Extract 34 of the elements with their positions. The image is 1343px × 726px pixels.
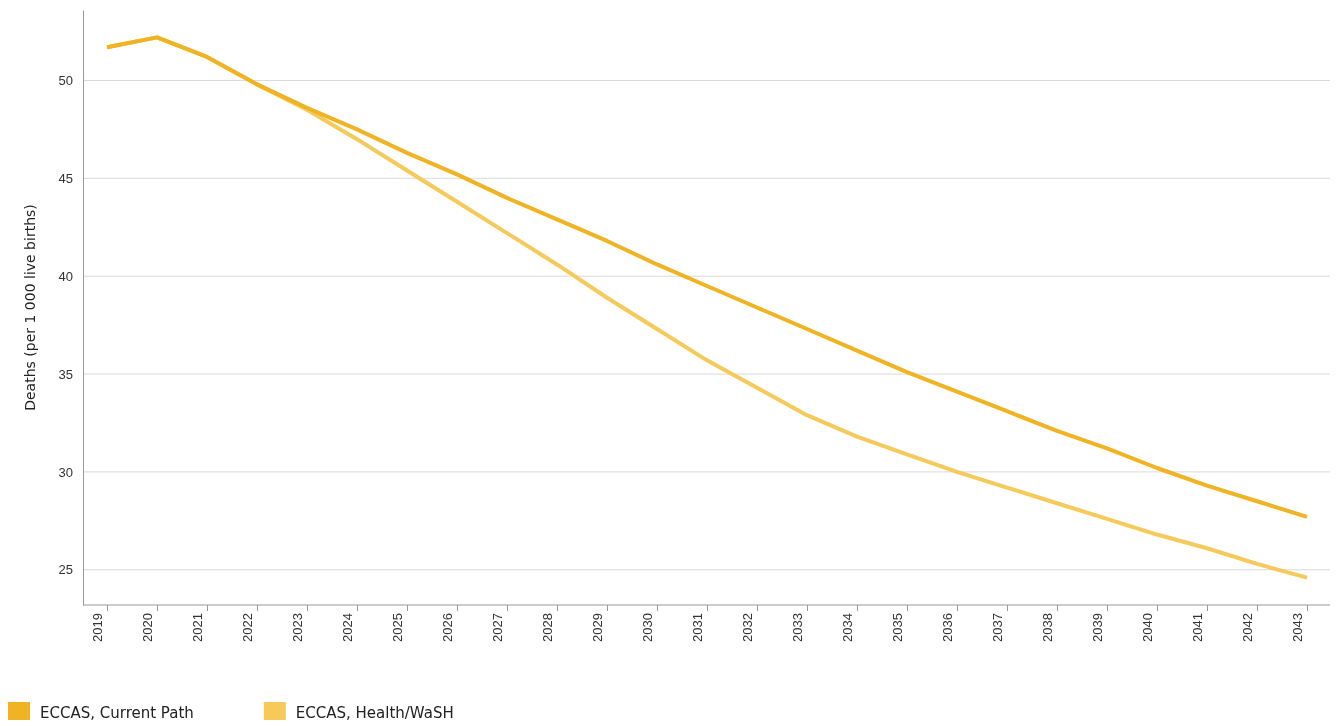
x-tick-label: 2028 [539, 613, 555, 642]
x-tick-label: 2029 [589, 613, 605, 642]
y-tick-label: 30 [58, 464, 73, 480]
y-tick-label: 50 [58, 73, 73, 89]
y-tick-label: 25 [58, 562, 73, 578]
x-tick-label: 2035 [889, 613, 905, 642]
y-tick-label: 45 [58, 170, 73, 186]
x-tick-label: 2040 [1139, 613, 1155, 642]
x-tick-label: 2019 [89, 613, 105, 642]
legend-label: ECCAS, Current Path [40, 704, 194, 722]
x-tick-label: 2041 [1189, 613, 1205, 642]
x-tick-label: 2038 [1039, 613, 1055, 642]
x-tick-label: 2032 [739, 613, 755, 642]
x-tick-label: 2039 [1089, 613, 1105, 642]
y-axis-title: Deaths (per 1 000 live births) [22, 204, 38, 411]
x-tick-label: 2043 [1289, 613, 1305, 642]
x-tick-label: 2022 [239, 613, 255, 642]
x-tick-label: 2020 [139, 613, 155, 642]
x-tick-label: 2031 [689, 613, 705, 642]
x-tick-label: 2030 [639, 613, 655, 642]
x-tick-label: 2027 [489, 613, 505, 642]
x-tick-label: 2023 [289, 613, 305, 642]
y-tick-label: 40 [58, 268, 73, 284]
x-tick-label: 2034 [839, 613, 855, 642]
x-tick-label: 2042 [1239, 613, 1255, 642]
x-tick-label: 2026 [439, 613, 455, 642]
x-tick-label: 2024 [339, 613, 355, 642]
x-tick-label: 2021 [189, 613, 205, 642]
x-tick-label: 2025 [389, 613, 405, 642]
x-tick-label: 2033 [789, 613, 805, 642]
x-tick-label: 2037 [989, 613, 1005, 642]
legend-label: ECCAS, Health/WaSH [295, 704, 454, 722]
x-tick-label: 2036 [939, 613, 955, 642]
y-tick-label: 35 [58, 366, 73, 382]
